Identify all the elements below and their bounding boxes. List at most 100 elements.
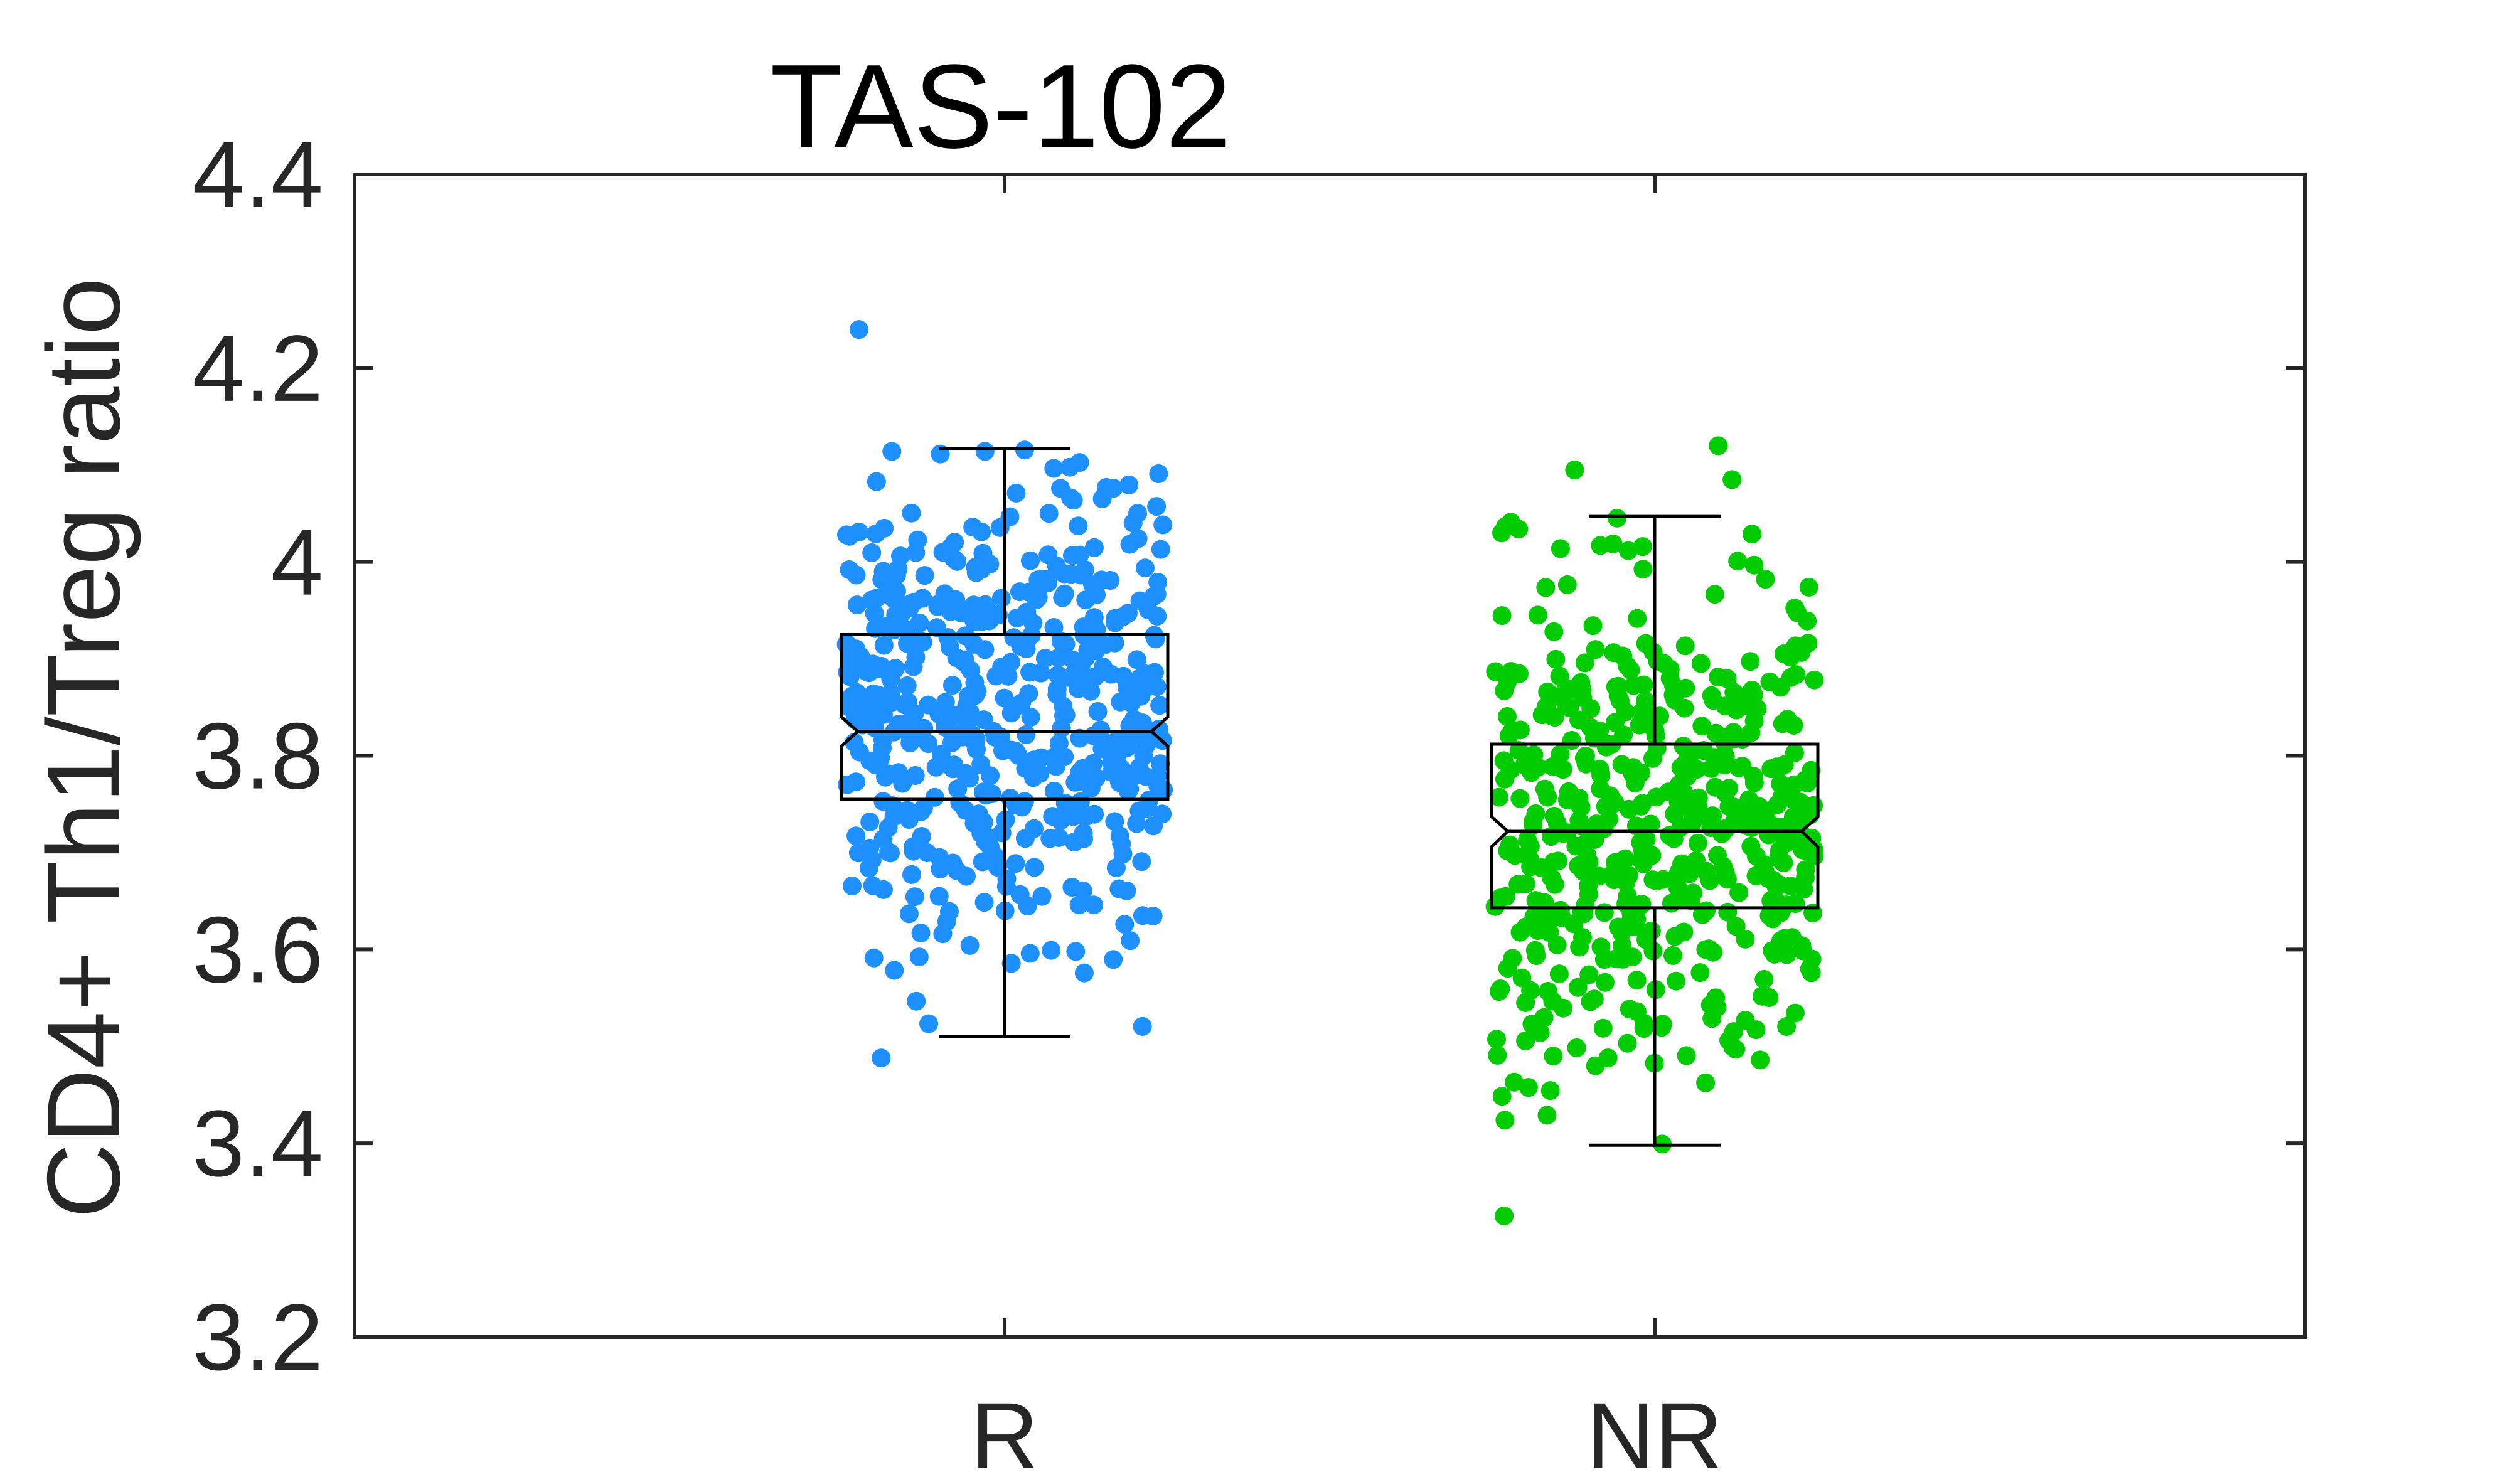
data-point bbox=[1631, 895, 1650, 915]
data-point bbox=[1595, 973, 1615, 992]
data-point bbox=[1786, 894, 1805, 914]
data-point bbox=[1576, 746, 1595, 765]
data-point bbox=[904, 837, 923, 856]
data-point bbox=[960, 703, 980, 722]
data-point bbox=[1526, 804, 1546, 823]
data-point bbox=[1594, 903, 1614, 922]
data-point bbox=[1540, 1081, 1560, 1101]
data-point bbox=[1086, 769, 1106, 787]
y-tick-label: 3.4 bbox=[192, 1090, 323, 1196]
data-point bbox=[943, 853, 963, 873]
data-point bbox=[1566, 792, 1586, 811]
data-point bbox=[1746, 846, 1766, 866]
data-point bbox=[990, 518, 1010, 537]
data-point bbox=[905, 704, 924, 723]
data-point bbox=[1545, 708, 1564, 727]
data-point bbox=[1724, 797, 1743, 817]
y-tick-label: 3.2 bbox=[192, 1284, 323, 1390]
data-point bbox=[1688, 833, 1707, 853]
data-point bbox=[1147, 585, 1167, 604]
data-point bbox=[1620, 799, 1638, 819]
data-point bbox=[1546, 649, 1566, 669]
data-point bbox=[1494, 751, 1514, 770]
data-point bbox=[1488, 1045, 1507, 1065]
data-point bbox=[1690, 963, 1710, 983]
data-point bbox=[1508, 875, 1528, 894]
data-point bbox=[1716, 783, 1735, 802]
data-point bbox=[1729, 758, 1748, 777]
data-point bbox=[1677, 1046, 1696, 1065]
data-point bbox=[1581, 699, 1601, 718]
data-point bbox=[1608, 508, 1626, 528]
data-point bbox=[1551, 539, 1570, 558]
data-point bbox=[1062, 878, 1082, 897]
data-point bbox=[875, 518, 894, 538]
data-point bbox=[1799, 577, 1818, 597]
data-point bbox=[1756, 570, 1775, 589]
x-tick-label: R bbox=[971, 1383, 1038, 1482]
data-point bbox=[1047, 680, 1067, 699]
data-point bbox=[1791, 642, 1811, 662]
data-point bbox=[1136, 558, 1155, 578]
data-point bbox=[1128, 504, 1148, 523]
data-point bbox=[1765, 817, 1785, 836]
data-point bbox=[1153, 515, 1173, 535]
data-point bbox=[1619, 541, 1638, 560]
data-point bbox=[1516, 1032, 1535, 1050]
data-point bbox=[1743, 525, 1762, 544]
data-point bbox=[1628, 609, 1647, 628]
data-point bbox=[1001, 703, 1021, 723]
outlier-point bbox=[872, 1048, 891, 1068]
data-point bbox=[1544, 622, 1564, 641]
data-point bbox=[1132, 852, 1151, 872]
data-point bbox=[991, 589, 1011, 608]
data-point bbox=[1759, 988, 1779, 1007]
data-point bbox=[1104, 950, 1123, 969]
data-point bbox=[1070, 728, 1089, 748]
data-point bbox=[1594, 819, 1614, 838]
y-tick-label: 4.4 bbox=[192, 122, 323, 227]
data-point bbox=[988, 605, 1008, 625]
data-point bbox=[1702, 686, 1721, 705]
data-point bbox=[985, 846, 1005, 866]
data-point bbox=[1063, 546, 1082, 565]
data-point bbox=[1550, 666, 1569, 686]
data-point bbox=[927, 618, 946, 637]
data-point bbox=[1006, 483, 1026, 503]
data-point bbox=[1575, 653, 1594, 673]
data-point bbox=[1749, 797, 1769, 816]
data-point bbox=[944, 755, 964, 775]
data-point bbox=[907, 991, 926, 1011]
data-point bbox=[851, 647, 870, 666]
box-NR bbox=[1490, 742, 1820, 910]
data-point bbox=[891, 546, 910, 566]
data-point bbox=[1536, 578, 1556, 597]
data-point bbox=[1691, 654, 1711, 673]
outlier-point bbox=[1565, 461, 1584, 479]
data-point bbox=[1082, 633, 1101, 653]
data-point bbox=[1153, 804, 1172, 824]
data-point bbox=[1751, 1050, 1770, 1070]
data-point bbox=[1653, 870, 1673, 889]
data-point bbox=[935, 584, 954, 604]
data-point bbox=[1539, 982, 1557, 1001]
data-point bbox=[1798, 611, 1817, 631]
data-point bbox=[1075, 560, 1094, 580]
data-point bbox=[1519, 1078, 1538, 1097]
data-point bbox=[880, 843, 900, 863]
data-point bbox=[1785, 775, 1804, 794]
x-tick-labels: R NR bbox=[971, 1383, 1722, 1482]
data-point bbox=[1718, 902, 1738, 922]
data-point bbox=[1039, 504, 1059, 523]
data-point bbox=[847, 683, 867, 702]
data-point bbox=[1044, 459, 1064, 478]
data-point bbox=[961, 606, 981, 626]
data-point bbox=[843, 877, 862, 895]
ticks-layer bbox=[355, 173, 2305, 1339]
data-point bbox=[1716, 696, 1735, 716]
data-point bbox=[1505, 1072, 1524, 1092]
data-point bbox=[1702, 1009, 1722, 1028]
data-point bbox=[902, 503, 921, 523]
data-point bbox=[1633, 818, 1653, 838]
data-point bbox=[1744, 555, 1764, 575]
